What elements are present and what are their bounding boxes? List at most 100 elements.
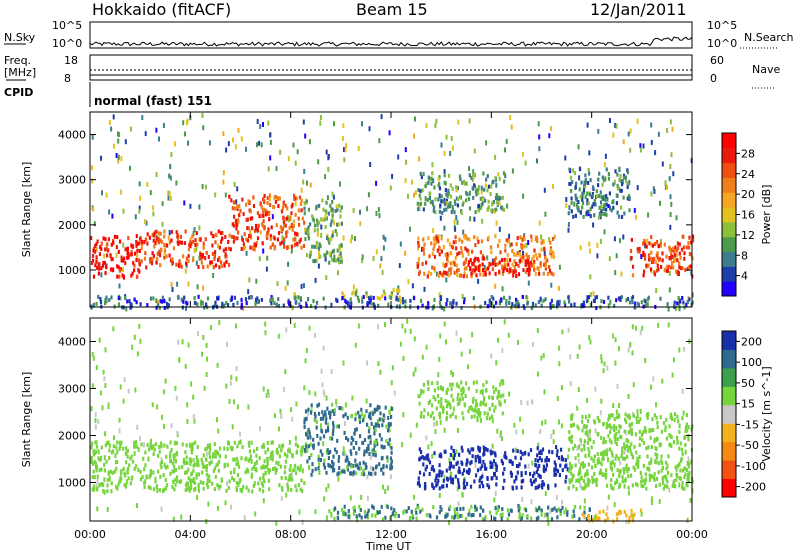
velocity-scatter-cell — [636, 409, 639, 415]
velocity-region-5-cell — [465, 517, 468, 522]
power-region-3-cell — [304, 229, 307, 234]
velocity-region-0-cell — [184, 483, 188, 488]
power-region-7-cell — [444, 202, 447, 207]
velocity-region-4-cell — [595, 477, 599, 482]
velocity-region-0-cell — [298, 467, 301, 472]
velocity-region-1-cell — [388, 428, 391, 433]
power-region-1-cell — [191, 234, 194, 239]
power-region-10-cell — [244, 297, 248, 302]
power-region-5-cell — [467, 249, 470, 254]
velocity-region-0-cell — [108, 448, 111, 453]
velocity-region-1-cell — [389, 422, 392, 427]
velocity-region-3-cell — [434, 397, 437, 402]
velocity-region-0-cell — [270, 440, 273, 445]
power-region-0-cell — [119, 239, 122, 244]
velocity-scatter-cell — [295, 401, 298, 407]
power-region-10-cell — [117, 296, 120, 301]
power-region-3-cell — [307, 225, 310, 230]
power-region-10-cell — [629, 300, 632, 305]
velocity-region-1-cell — [314, 467, 317, 472]
power-scatter-cell — [195, 246, 198, 252]
velocity-region-1-cell — [388, 409, 391, 414]
velocity-region-2-cell — [512, 448, 515, 453]
velocity-region-2-cell — [511, 462, 514, 466]
velocity-region-0-cell — [258, 487, 261, 492]
power-region-10-cell — [498, 301, 501, 306]
power-region-5-cell — [547, 271, 550, 276]
power-region-3-cell — [334, 229, 337, 233]
velocity-scatter-cell — [534, 506, 537, 512]
velocity-region-4-cell — [655, 447, 658, 451]
power-scatter-cell — [344, 147, 347, 153]
power-region-7-cell — [495, 193, 498, 197]
power-region-5-cell — [432, 247, 435, 252]
velocity-scatter-cell — [629, 427, 632, 433]
power-region-2-cell — [291, 202, 294, 207]
velocity-scatter-cell — [280, 496, 283, 502]
velocity-region-3-cell — [422, 382, 426, 387]
power-scatter-cell — [354, 236, 356, 241]
power-region-3-cell — [336, 248, 339, 253]
power-region-5-cell — [422, 237, 425, 242]
power-region-1-cell — [227, 239, 230, 244]
power-region-0-cell — [135, 258, 138, 262]
velocity-region-0-cell — [227, 441, 230, 445]
velocity-region-4-cell — [649, 460, 652, 465]
velocity-scatter-cell — [207, 501, 210, 507]
velocity-region-0-cell — [194, 440, 197, 445]
velocity-scatter-cell — [264, 321, 267, 327]
velocity-region-1-cell — [346, 455, 349, 460]
power-region-5-cell — [512, 269, 515, 274]
power-region-8-cell — [598, 171, 601, 176]
velocity-scatter-cell — [555, 495, 558, 501]
power-region-2-cell — [266, 196, 269, 201]
power-scatter-cell — [432, 178, 435, 184]
velocity-region-1-cell — [374, 471, 377, 476]
power-scatter-cell — [189, 237, 192, 243]
power-region-10-cell — [97, 294, 100, 299]
power-scatter-cell — [558, 264, 561, 270]
velocity-region-0-cell — [265, 464, 268, 469]
velocity-scatter-cell — [267, 389, 269, 394]
power-region-5-cell — [491, 267, 494, 272]
power-region-9-cell — [676, 270, 679, 275]
power-region-10-cell — [619, 296, 622, 301]
velocity-scatter-cell — [561, 385, 563, 390]
power-scatter-cell — [567, 222, 570, 227]
velocity-region-3-cell — [426, 411, 430, 416]
velocity-region-4-cell — [627, 474, 630, 479]
power-region-10-cell — [633, 305, 636, 310]
velocity-region-0-cell — [190, 484, 193, 489]
velocity-region-0-cell — [283, 452, 286, 457]
power-region-7-cell — [431, 202, 435, 207]
velocity-region-5-cell — [559, 512, 562, 516]
velocity-region-0-cell — [144, 463, 147, 468]
power-region-2-cell — [295, 241, 298, 246]
velocity-region-0-cell — [103, 462, 106, 467]
power-region-1-cell — [194, 242, 197, 247]
power-scatter-cell — [138, 205, 141, 211]
velocity-region-1-cell — [332, 461, 335, 466]
velocity-region-3-cell — [459, 397, 462, 402]
power-region-6-cell — [484, 270, 487, 275]
velocity-region-4-cell — [676, 440, 679, 445]
velocity-region-2-cell — [461, 448, 464, 453]
velocity-region-4-cell — [679, 476, 682, 481]
velocity-region-4-cell — [568, 430, 571, 435]
velocity-region-0-cell — [246, 467, 249, 472]
power-scatter-cell — [524, 160, 527, 166]
power-region-2-cell — [235, 223, 238, 227]
power-region-8-cell — [619, 174, 622, 178]
power-scatter-cell — [352, 284, 355, 290]
velocity-scatter-cell — [322, 441, 325, 447]
power-scatter-cell — [324, 174, 327, 180]
power-scatter-cell — [669, 119, 672, 125]
velocity-region-0-cell — [159, 474, 162, 479]
velocity-region-3-cell — [435, 406, 438, 411]
power-scatter-cell — [397, 154, 400, 160]
velocity-scatter-cell — [160, 457, 163, 463]
velocity-region-3-cell — [449, 405, 452, 410]
nave-label: Nave — [752, 63, 781, 76]
power-region-7-cell — [459, 177, 462, 182]
power-scatter-cell — [522, 250, 524, 256]
